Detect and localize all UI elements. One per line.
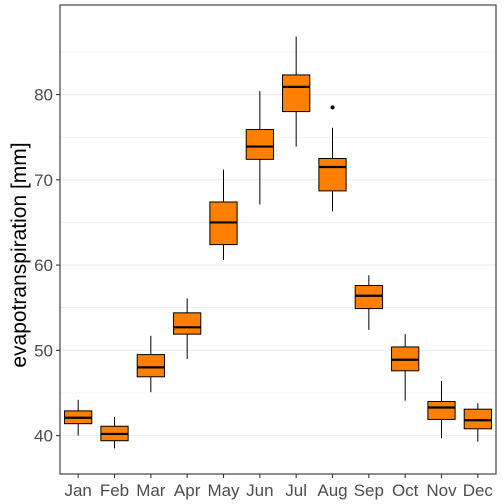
box-dec <box>463 403 492 442</box>
x-tick-label: Jan <box>64 481 91 500</box>
x-tick-label: Jun <box>246 481 273 500</box>
y-tick-label: 50 <box>34 341 53 360</box>
box-may <box>209 169 238 260</box>
x-tick-label: Nov <box>426 481 457 500</box>
box-oct <box>391 334 420 401</box>
y-tick-label: 80 <box>34 86 53 105</box>
interquartile-box <box>245 128 274 160</box>
y-axis-title: evapotranspiration [mm] <box>8 142 31 367</box>
y-tick-label: 70 <box>34 171 53 190</box>
y-tick-label: 60 <box>34 256 53 275</box>
box-sep <box>354 275 383 330</box>
x-tick-label: Feb <box>100 481 129 500</box>
x-tick-label: Mar <box>136 481 166 500</box>
box-feb <box>100 416 129 449</box>
x-tick-label: Jul <box>285 481 307 500</box>
interquartile-box <box>427 401 456 420</box>
interquartile-box <box>173 312 202 335</box>
interquartile-box <box>136 354 165 378</box>
x-tick-label: Oct <box>392 481 419 500</box>
x-tick-label: Sep <box>354 481 384 500</box>
box-jan <box>64 399 93 436</box>
box-apr <box>173 298 202 359</box>
interquartile-box <box>463 408 492 430</box>
gridlines <box>60 5 496 474</box>
interquartile-box <box>354 285 383 310</box>
box-nov <box>427 381 456 439</box>
panel-background <box>60 5 496 474</box>
box-jun <box>245 91 274 205</box>
panel-border <box>59 4 497 475</box>
interquartile-box <box>318 157 347 192</box>
box-series <box>64 36 492 449</box>
x-axis: Jan Feb Mar Apr May Jun Jul Aug Sep Oct Nov Dec <box>64 474 493 500</box>
y-axis: 40 50 60 70 80 <box>34 86 60 446</box>
y-tick-label: 40 <box>34 427 53 446</box>
box-jul <box>282 36 311 147</box>
x-tick-label: Aug <box>317 481 347 500</box>
x-tick-label: Apr <box>174 481 201 500</box>
outlier-point <box>330 105 335 110</box>
box-mar <box>136 335 165 393</box>
interquartile-box <box>282 74 311 113</box>
box-aug <box>318 105 347 212</box>
x-tick-label: Dec <box>463 481 494 500</box>
x-tick-label: May <box>207 481 240 500</box>
